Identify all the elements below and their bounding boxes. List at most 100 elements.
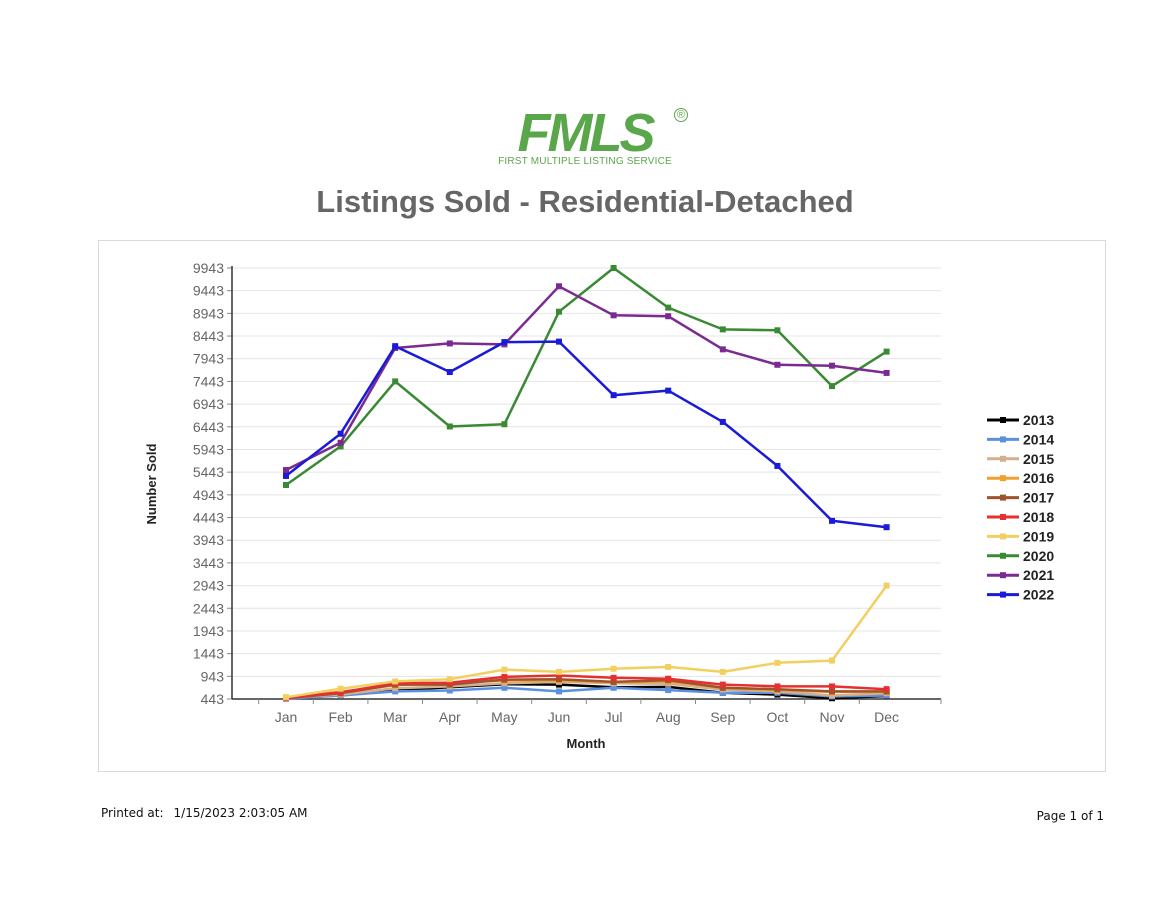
series-2018 [283,672,890,702]
data-point [446,340,453,347]
x-tick-label: Nov [820,709,845,725]
data-point [719,668,726,675]
data-point [829,692,835,699]
data-point [829,383,835,390]
series-line-2019 [285,584,888,699]
y-tick-label: 5443 [193,464,224,480]
series-lines [283,265,890,702]
data-point [774,361,781,368]
data-point [774,462,781,469]
data-point [665,663,672,670]
logo-subtitle: FIRST MULTIPLE LISTING SERVICE [498,156,672,167]
data-point [392,678,399,685]
data-point [829,657,835,664]
legend-label: 2021 [1023,567,1054,583]
legend-swatch-marker [1000,494,1006,501]
data-point [446,679,453,686]
legend: 2013 2014 2015 2016 2017 2018 2019 2020 2021 2022 [987,412,1054,603]
legend-label: 2015 [1023,451,1054,467]
y-tick-label: 2443 [193,600,224,616]
legend-label: 2020 [1023,548,1054,564]
legend-label: 2019 [1023,528,1054,544]
y-tick-label: 8943 [193,305,224,321]
data-point [283,467,289,474]
data-point [501,666,508,673]
y-tick-label: 1943 [193,623,224,639]
legend-label: 2022 [1023,587,1054,603]
x-tick-label: Oct [767,709,789,725]
series-2019 [283,582,890,701]
printed-at-value: 1/15/2023 2:03:05 AM [173,806,308,820]
x-tick-label: Jun [548,709,571,725]
data-point [610,684,617,691]
y-tick-label: 3943 [193,532,224,548]
data-point [283,472,289,479]
data-point [883,686,890,693]
legend-label: 2016 [1023,470,1054,486]
data-point [883,582,890,589]
y-tick-label: 6943 [193,396,224,412]
data-point [446,369,453,376]
data-point [392,685,399,692]
y-tick-label: 4943 [193,487,224,503]
y-tick-label: 943 [201,668,225,684]
data-point [501,673,508,680]
data-point [556,688,562,695]
data-point [610,265,617,271]
printed-at: Printed at: 1/15/2023 2:03:05 AM [101,806,308,820]
data-point [610,312,617,319]
data-point [283,694,289,701]
data-point [829,362,835,369]
data-point [719,689,726,696]
y-tick-label: 5943 [193,441,224,457]
x-tick-labels: Jan Feb Mar Apr May Jun Jul Aug Sep Oct Nov Dec [275,709,899,725]
y-tick-label: 443 [201,691,225,707]
x-tick-label: Jan [275,709,298,725]
data-point [610,674,617,681]
data-point [283,481,289,488]
data-point [501,684,508,691]
legend-label: 2018 [1023,509,1054,525]
report-title: Listings Sold - Residential-Detached [316,184,854,219]
axes [227,266,942,704]
data-point [665,683,672,690]
legend-label: 2013 [1023,412,1054,428]
legend-item-2015: 2015 [987,451,1054,467]
y-tick-label: 7443 [193,373,224,389]
legend-swatch-marker [1000,436,1006,443]
y-tick-label: 3443 [193,555,224,571]
x-tick-label: Dec [874,709,899,725]
printed-at-label: Printed at: [101,806,164,820]
data-point [392,688,399,695]
registered-mark-icon: ® [673,108,688,122]
data-point [665,313,672,320]
data-point [665,687,672,694]
data-point [829,517,835,524]
data-point [501,339,508,346]
data-point [337,439,344,446]
legend-swatch-marker [1000,591,1006,598]
legend-item-2018: 2018 [987,509,1054,525]
legend-item-2021: 2021 [987,567,1054,583]
series-line-2018 [285,674,887,700]
legend-swatch-marker [1000,417,1006,423]
y-tick-label: 6443 [193,419,224,435]
data-point [883,348,890,355]
data-point [719,684,726,691]
series-line-2020 [285,266,888,487]
y-tick-label: 4443 [193,510,224,526]
data-point [446,423,453,430]
data-point [392,378,399,385]
legend-item-2014: 2014 [987,431,1054,447]
legend-swatch-marker [1000,533,1006,540]
legend-item-2020: 2020 [987,548,1054,564]
x-tick-label: Apr [439,709,461,725]
line-chart: 443 943 1443 1943 2443 2943 3443 3943 4443 4943 54… [144,260,1054,751]
data-point [883,369,890,376]
data-point [829,688,835,695]
x-tick-label: Sep [710,709,735,725]
data-point [774,683,781,690]
legend-item-2022: 2022 [987,587,1054,603]
data-point [556,283,562,290]
data-point [446,687,453,694]
